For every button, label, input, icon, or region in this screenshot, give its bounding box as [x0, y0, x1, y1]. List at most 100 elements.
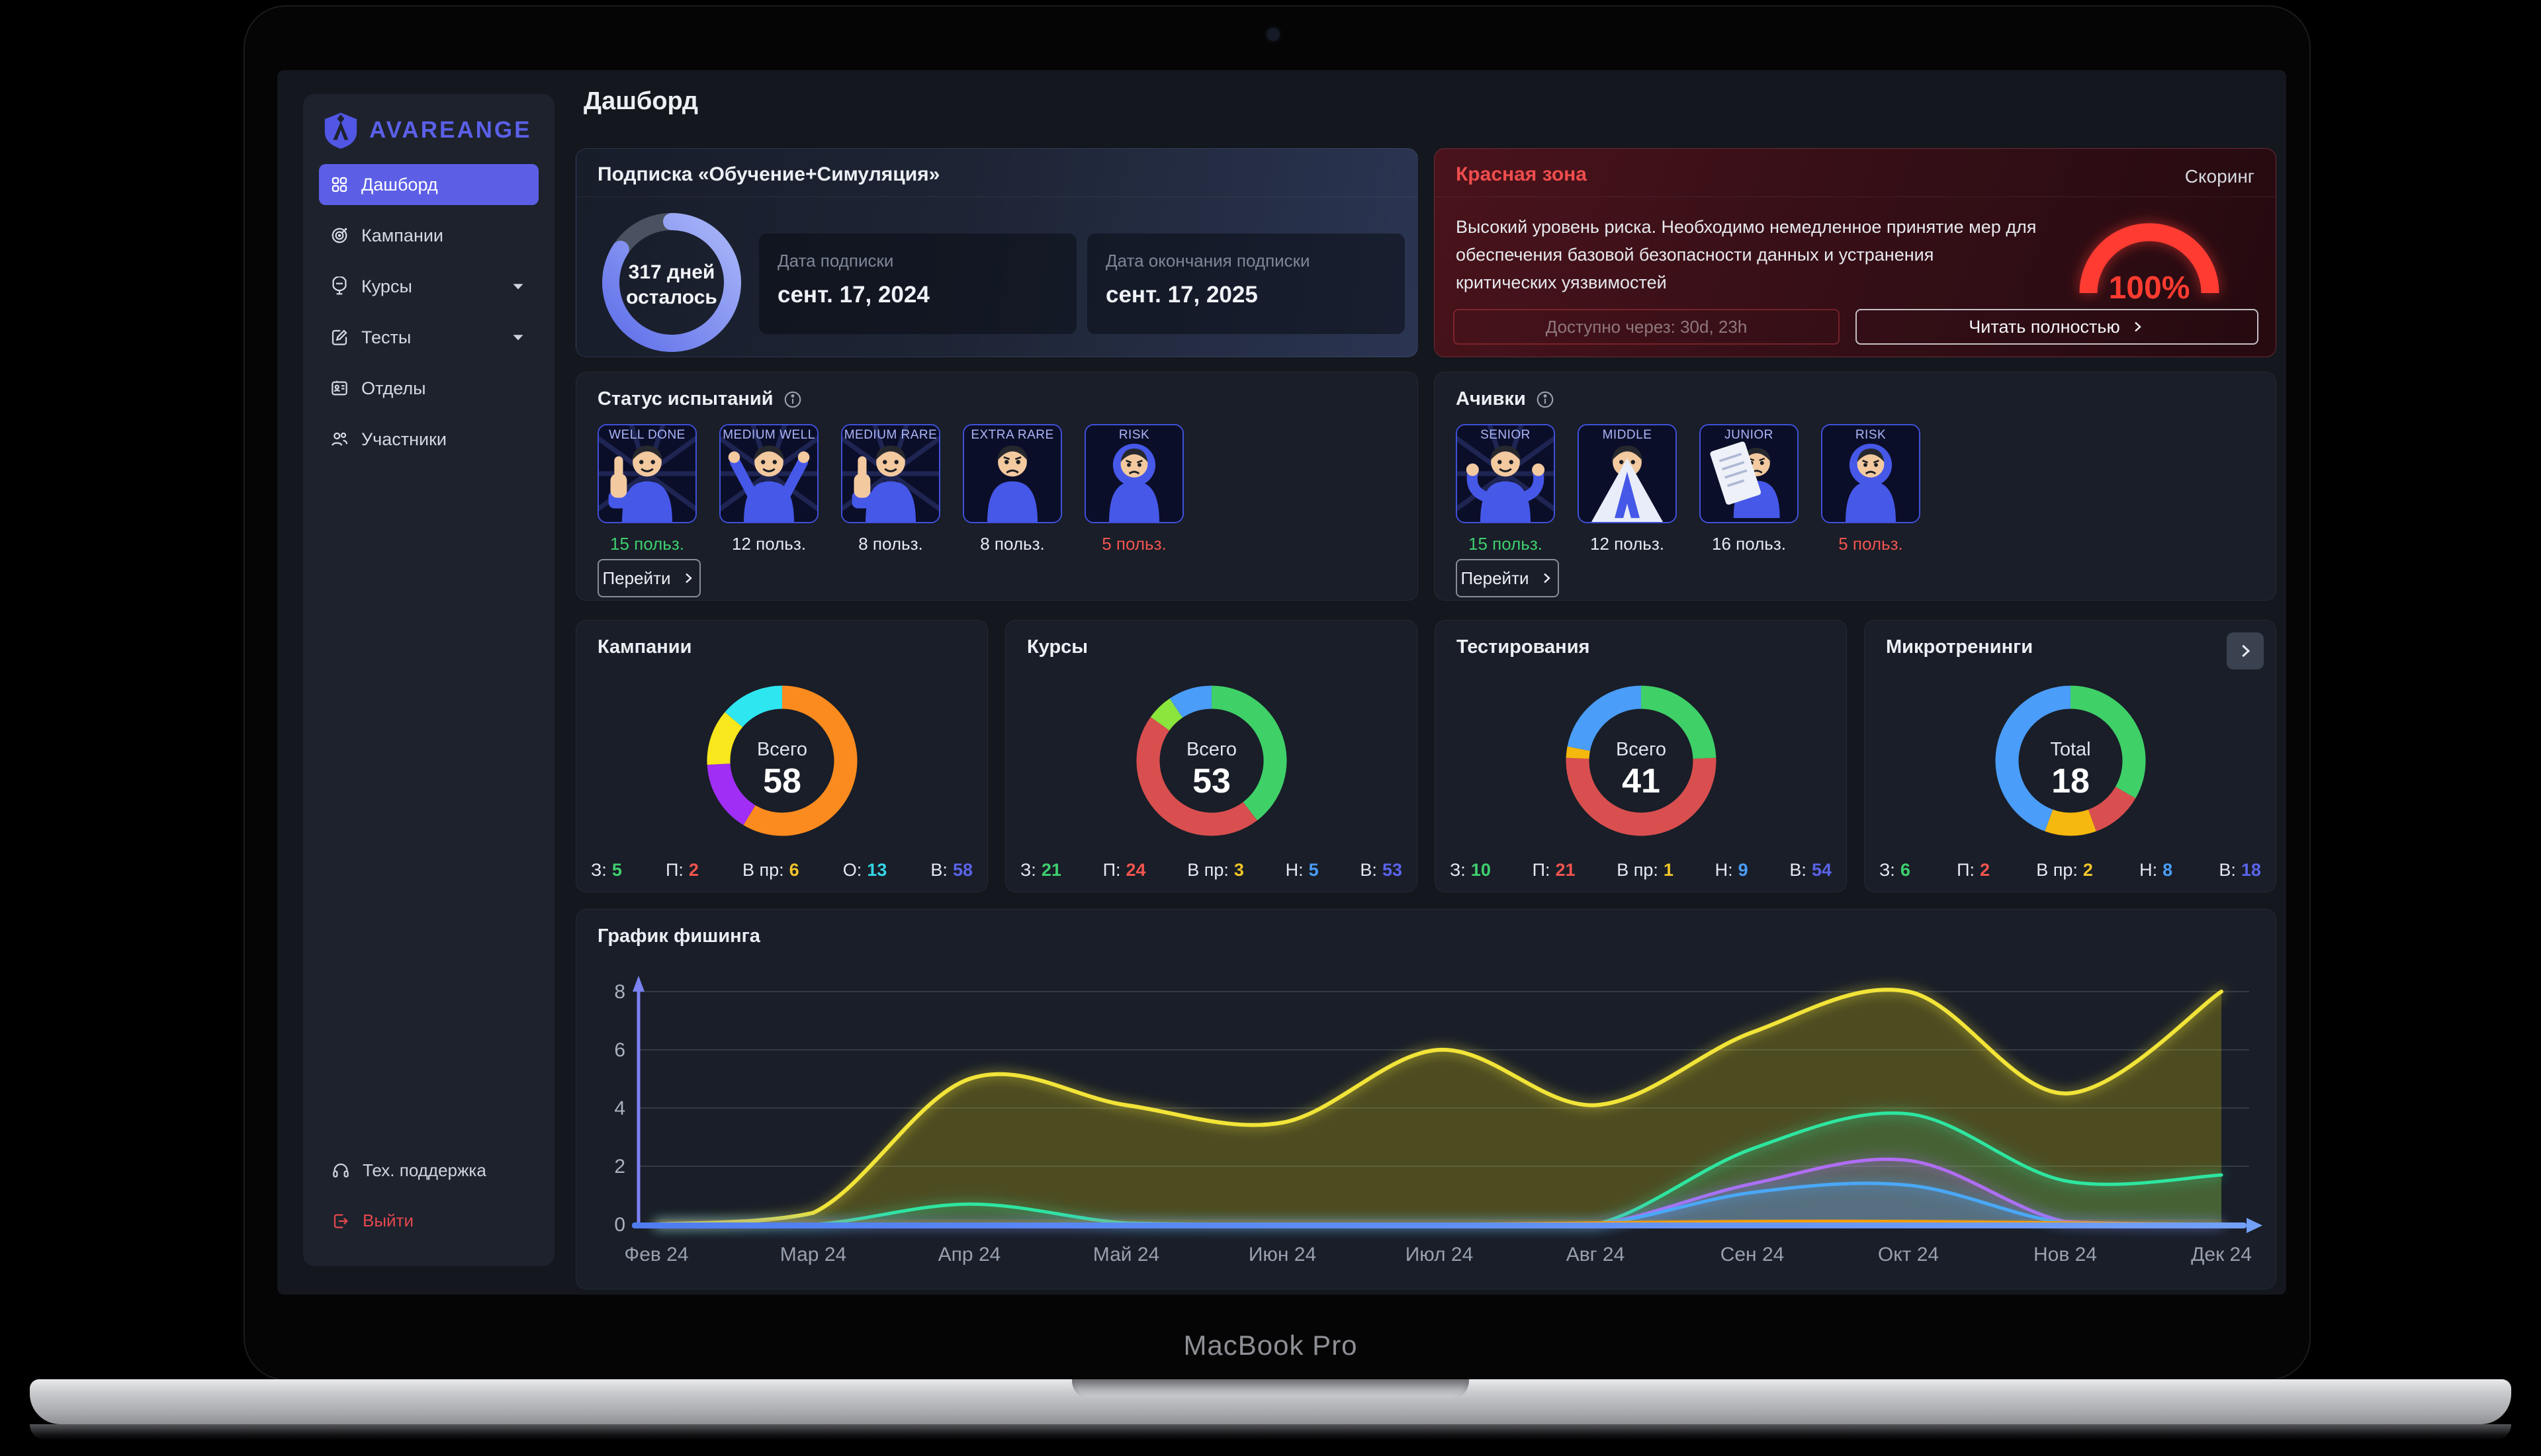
stat-label: В: — [1360, 860, 1377, 880]
badge-count: 16 польз. — [1712, 534, 1786, 554]
trial-status-title: Статус испытаний — [598, 388, 774, 409]
chevron-down-icon — [513, 284, 523, 290]
badge-extra-rare: EXTRA RARE 8 польз. — [963, 424, 1062, 554]
logout-icon — [334, 1214, 348, 1228]
stat-label: Н: — [2139, 860, 2158, 880]
sidebar: AVAREANGE Дашборд Кампании Курсы — [303, 94, 555, 1266]
badge-count: 12 польз. — [732, 534, 806, 554]
info-icon[interactable] — [1535, 390, 1555, 409]
red-zone-description: Высокий уровень риска. Необходимо немедл… — [1456, 217, 2037, 292]
main-content: Дашборд Подписка «Обучение+Симуляция» 31… — [576, 70, 2276, 1293]
testing-donut-card: Тестирования Всего 41 З: 10 П: 21 В пр: 1 Н… — [1435, 620, 1847, 892]
badge-count: 8 польз. — [858, 534, 923, 554]
svg-text:53: 53 — [1192, 762, 1231, 800]
chevron-right-icon — [1543, 573, 1550, 583]
chevron-right-icon — [685, 573, 692, 583]
svg-text:18: 18 — [2051, 762, 2090, 800]
stat-label: П: — [1532, 860, 1550, 880]
badge-tile[interactable]: WELL DONE — [598, 424, 697, 523]
badge-count: 5 польз. — [1838, 534, 1903, 554]
stat-value: 6 — [1900, 860, 1910, 880]
stat-value: 6 — [789, 860, 799, 880]
badge-tile[interactable]: SENIOR — [1456, 424, 1555, 523]
grid-icon — [332, 177, 347, 193]
logo-text: AVAREANGE — [369, 117, 532, 143]
sidebar-item-departments[interactable]: Отделы — [319, 368, 539, 409]
go-button[interactable]: Перейти — [598, 559, 701, 597]
logout-link[interactable]: Выйти — [331, 1211, 414, 1231]
achievements-title: Ачивки — [1456, 388, 1526, 409]
stat-value: 58 — [952, 860, 973, 880]
badge-tile[interactable]: RISK — [1085, 424, 1184, 523]
badge-count: 12 польз. — [1590, 534, 1664, 554]
support-link[interactable]: Тех. поддержка — [331, 1160, 486, 1181]
divider — [1435, 196, 2276, 197]
sidebar-item-campaigns[interactable]: Кампании — [319, 215, 539, 256]
achievements-card: Ачивки SENIOR 15 польз. MIDDLE — [1434, 372, 2276, 601]
subscription-card: Подписка «Обучение+Симуляция» 317 дней о… — [576, 148, 1418, 357]
deck-notch — [1072, 1379, 1469, 1399]
device-label: MacBook Pro — [1183, 1330, 1358, 1361]
badge-tile[interactable]: MEDIUM RARE — [841, 424, 940, 523]
expand-button[interactable] — [2227, 632, 2264, 669]
badge-tile[interactable]: EXTRA RARE — [963, 424, 1062, 523]
badge-tile[interactable]: MEDIUM WELL — [719, 424, 819, 523]
badge-medium-well: MEDIUM WELL 12 польз. — [719, 424, 819, 554]
card-title: Курсы — [1027, 636, 1089, 658]
sidebar-item-dashboard[interactable]: Дашборд — [319, 164, 539, 205]
sidebar-item-label: Тесты — [361, 327, 412, 347]
test-icon — [332, 329, 347, 345]
sidebar-item-members[interactable]: Участники — [319, 419, 539, 460]
stat-label: В пр: — [742, 860, 784, 880]
sidebar-item-tests[interactable]: Тесты — [319, 317, 539, 358]
stat-label: В: — [2219, 860, 2236, 880]
stat-label: О: — [842, 860, 862, 880]
stat-label: Н: — [1715, 860, 1733, 880]
field-label: Дата окончания подписки — [1106, 251, 1310, 271]
svg-text:Мар 24: Мар 24 — [780, 1244, 846, 1265]
svg-text:Всего: Всего — [1186, 739, 1237, 760]
character-art — [1822, 425, 1919, 522]
stat-value: 5 — [1308, 860, 1319, 880]
stat-label: П: — [1957, 860, 1975, 880]
stat-value: 18 — [2241, 860, 2261, 880]
stat-value: 53 — [1382, 860, 1402, 880]
character-art — [1457, 425, 1554, 522]
scoring-label: Скоринг — [2184, 166, 2254, 187]
macbook-base-shadow — [30, 1424, 2511, 1440]
courses-donut-card: Курсы Всего 53 З: 21 П: 24 В пр: 3 Н: 5 В: 53 — [1005, 620, 1417, 892]
available-in-button[interactable]: Доступно через: 30d, 23h — [1453, 309, 1840, 345]
character-art — [964, 425, 1061, 522]
trial-status-card: Статус испытаний WELL DONE 15 польз. MED… — [576, 372, 1418, 601]
logout-label: Выйти — [363, 1211, 414, 1230]
sidebar-item-courses[interactable]: Курсы — [319, 266, 539, 307]
read-more-button[interactable]: Читать полностью — [1855, 309, 2258, 345]
field-label: Дата подписки — [778, 251, 894, 271]
badge-tile[interactable]: JUNIOR — [1699, 424, 1799, 523]
svg-text:Июн 24: Июн 24 — [1249, 1244, 1316, 1265]
info-icon[interactable] — [783, 390, 803, 409]
stat-value: 54 — [1811, 860, 1832, 880]
badge-well-done: WELL DONE 15 польз. — [598, 424, 697, 554]
users-icon — [332, 432, 348, 446]
subscription-end-box: Дата окончания подписки сент. 17, 2025 — [1087, 234, 1405, 334]
phishing-chart-card: График фишинга Фев 24 Мар 24 Апр 24 Май 24 И… — [576, 909, 2276, 1289]
svg-text:8: 8 — [614, 981, 625, 1003]
badge-tile[interactable]: MIDDLE — [1578, 424, 1677, 523]
svg-text:2: 2 — [614, 1156, 625, 1178]
badge-tile[interactable]: RISK — [1821, 424, 1920, 523]
character-art — [1579, 425, 1675, 522]
badge-junior: JUNIOR 16 польз. — [1699, 424, 1799, 554]
go-button[interactable]: Перейти — [1456, 559, 1559, 597]
stat-label: З: — [1879, 860, 1895, 880]
logo: AVAREANGE — [322, 111, 531, 150]
red-zone-card: Красная зона Скоринг Высокий уровень рис… — [1434, 148, 2276, 357]
donut-chart: Всего 58 — [683, 662, 881, 860]
svg-text:Дек 24: Дек 24 — [2191, 1244, 2252, 1265]
webcam-dot — [1264, 25, 1282, 44]
svg-text:41: 41 — [1622, 762, 1660, 800]
sidebar-item-label: Участники — [361, 429, 447, 449]
stat-value: 2 — [2082, 860, 2093, 880]
stat-value: 10 — [1470, 860, 1491, 880]
campaigns-donut-card: Кампании Всего 58 З: 5 П: 2 В пр: 6 О: 13 В:… — [576, 620, 988, 892]
